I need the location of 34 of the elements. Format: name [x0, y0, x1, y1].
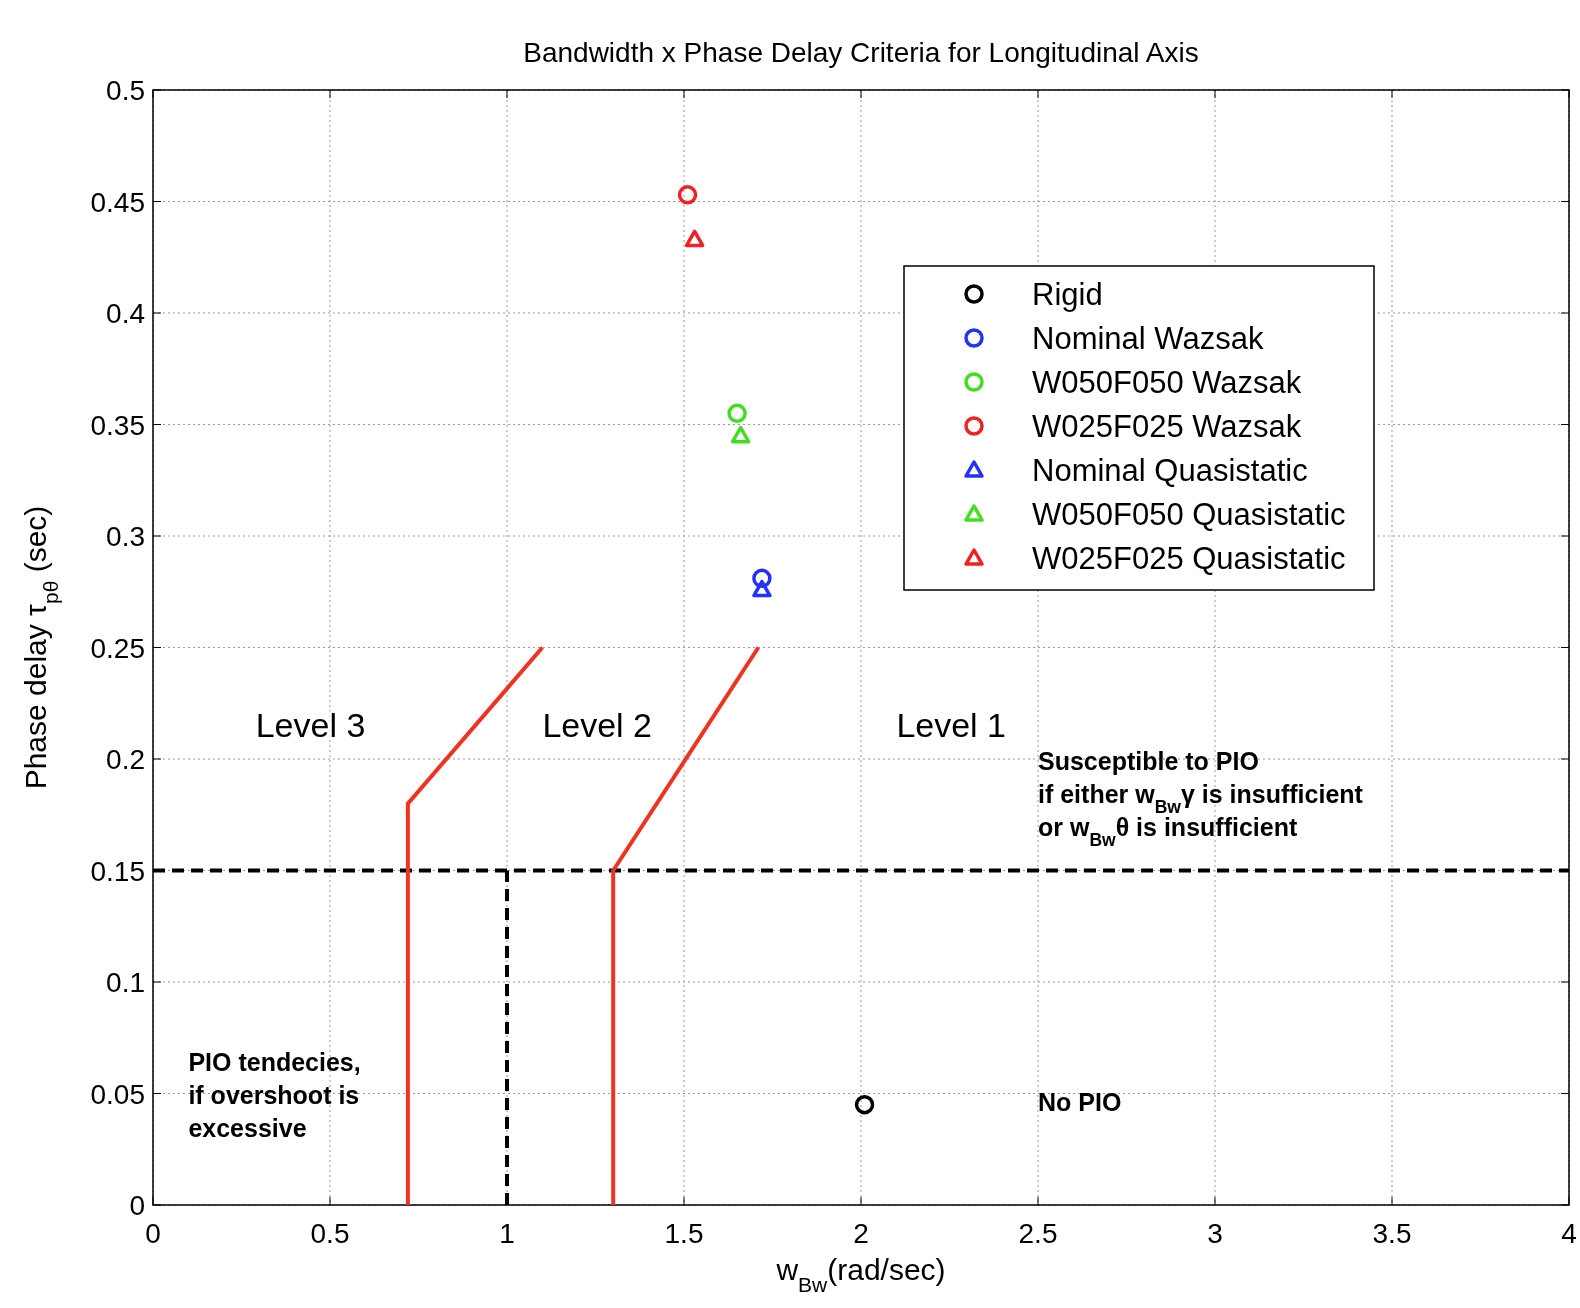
y-tick-label: 0.25: [90, 632, 145, 664]
x-tick-label: 0.5: [310, 1218, 350, 1249]
annotation: No PIO: [1038, 1088, 1122, 1117]
y-tick-label: 0.45: [90, 186, 145, 218]
x-axis-title: w$_{Bw}$(rad/sec): [775, 1253, 946, 1296]
annotation: PIO tendecies, if overshoot is excessive: [188, 1048, 361, 1143]
legend-label: W025F025 Wazsak: [1032, 409, 1302, 444]
annotation: Level 2: [542, 705, 653, 744]
y-tick-label: 0.1: [106, 967, 145, 998]
chart-title: Bandwidth x Phase Delay Criteria for Longitudinal Axis: [523, 37, 1199, 68]
text: Susceptible to PIO if either w$_{Bw}$γ is insufficient or w$_{Bw}$θ is insufficient: [1038, 747, 1363, 851]
legend-label: Nominal Quasistatic: [1032, 453, 1308, 488]
y-tick-label: 0.4: [106, 298, 145, 329]
x-tick-label: 4: [1561, 1218, 1577, 1249]
x-tick-label: 3: [1207, 1218, 1223, 1249]
x-tick-label: 1.5: [664, 1218, 704, 1249]
x-tick-label: 2.5: [1018, 1218, 1058, 1249]
y-tick-label: 0.5: [106, 75, 145, 106]
y-tick-label: 0.35: [90, 409, 145, 441]
legend-label: W050F050 Quasistatic: [1032, 497, 1346, 532]
legend-label: W025F025 Quasistatic: [1032, 541, 1346, 576]
x-tick-label: 3.5: [1372, 1218, 1412, 1249]
legend-label: W050F050 Wazsak: [1032, 365, 1302, 400]
legend-label: Nominal Wazsak: [1032, 321, 1264, 356]
y-tick-label: 0: [129, 1190, 145, 1221]
y-tick-label: 0.05: [90, 1078, 145, 1110]
legend-label: Rigid: [1032, 277, 1103, 312]
x-tick-label: 1: [499, 1218, 515, 1249]
y-tick-label: 0.2: [106, 744, 145, 775]
x-tick-label: 2: [853, 1218, 869, 1249]
y-tick-label: 0.15: [90, 855, 145, 887]
annotation: Level 3: [255, 705, 366, 744]
y-tick-label: 0.3: [106, 521, 145, 552]
annotation: Level 1: [896, 705, 1007, 744]
